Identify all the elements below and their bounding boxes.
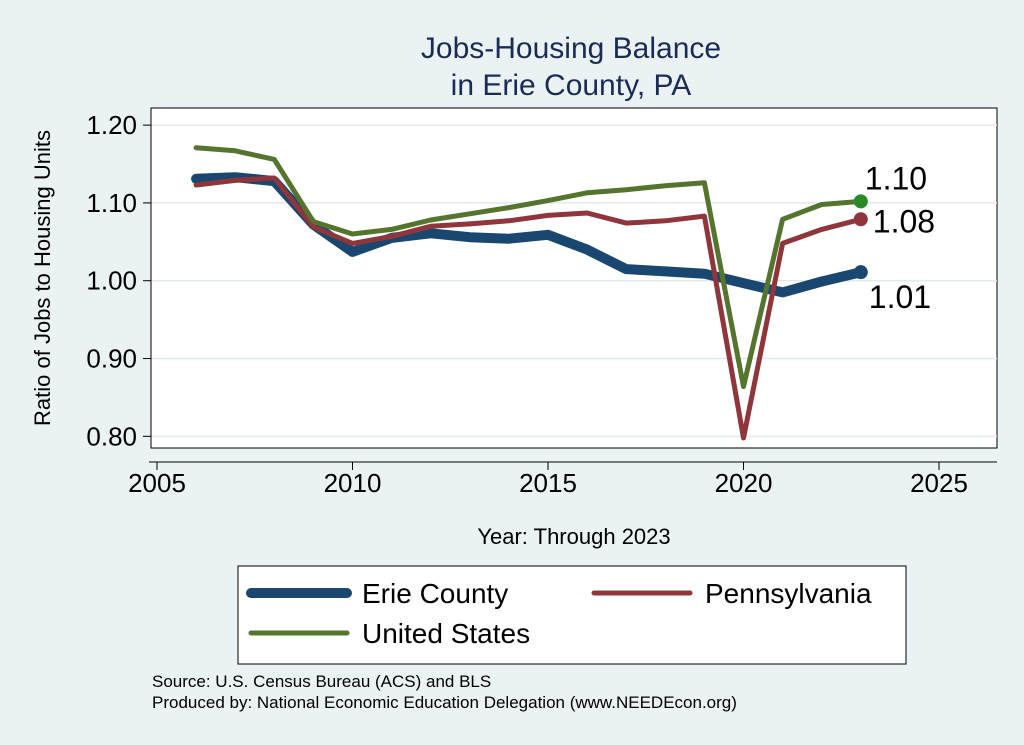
y-axis: 0.80 0.90 1.00 1.10 1.20	[86, 108, 152, 451]
x-tick-label: 2020	[715, 468, 773, 498]
series-line-united-states	[193, 145, 864, 389]
legend	[237, 565, 907, 665]
x-tick-label: 2005	[128, 468, 186, 498]
y-tick-label: 1.20	[86, 110, 137, 140]
x-axis: 2005 2010 2015 2020 2025	[128, 461, 997, 498]
end-label-pennsylvania: 1.08	[873, 203, 935, 239]
y-axis-title: Ratio of Jobs to Housing Units	[30, 130, 55, 426]
end-marker-erie-county	[853, 265, 868, 280]
end-markers: 1.01 1.08 1.10	[853, 160, 935, 315]
series-line-pennsylvania	[193, 175, 864, 441]
legend-label-pennsylvania: Pennsylvania	[705, 578, 872, 609]
y-tick-label: 1.00	[86, 266, 137, 296]
x-tick-label: 2015	[519, 468, 577, 498]
end-marker-united-states	[853, 194, 868, 209]
y-tick-label: 0.80	[86, 421, 137, 451]
end-label-united-states: 1.10	[865, 160, 927, 196]
legend-label-erie-county: Erie County	[362, 578, 508, 609]
chart-title-line-1: Jobs-Housing Balance	[421, 32, 721, 65]
source-note: Source: U.S. Census Bureau (ACS) and BLS	[152, 672, 491, 691]
x-tick-label: 2010	[324, 468, 382, 498]
legend-label-united-states: United States	[362, 618, 530, 649]
series-lines	[191, 145, 866, 441]
x-axis-title: Year: Through 2023	[477, 524, 670, 549]
end-marker-pennsylvania	[853, 212, 868, 227]
y-tick-label: 0.90	[86, 344, 137, 374]
plot-area	[150, 107, 998, 449]
y-tick-label: 1.10	[86, 188, 137, 218]
end-label-erie-county: 1.01	[869, 279, 931, 315]
chart-title-line-2: in Erie County, PA	[451, 69, 692, 102]
producer-note: Produced by: National Economic Education…	[152, 693, 737, 712]
x-tick-label: 2025	[910, 468, 968, 498]
